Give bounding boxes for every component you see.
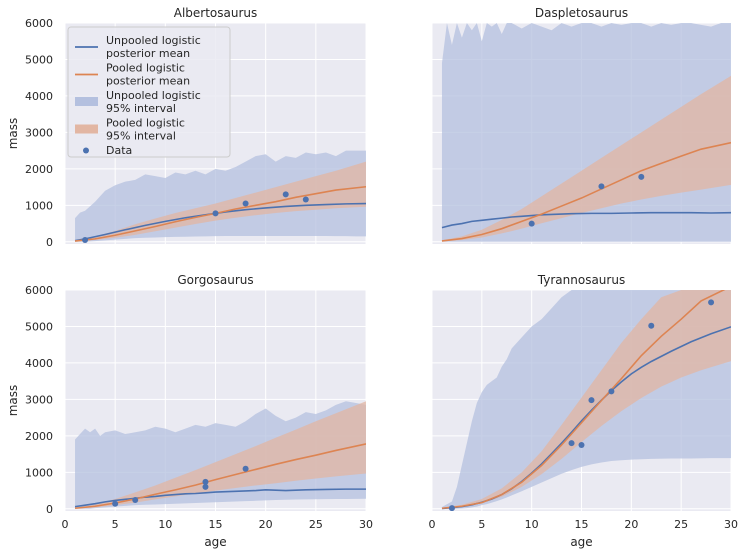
- data-point: [578, 441, 585, 448]
- data-point: [528, 220, 535, 227]
- x-tick-label: 10: [158, 518, 172, 531]
- y-tick-label: 3000: [25, 126, 53, 139]
- data-point: [132, 497, 139, 504]
- legend-label: Data: [106, 144, 132, 157]
- y-tick-label: 2000: [25, 163, 53, 176]
- legend-label: Pooled logistic: [106, 62, 185, 75]
- data-point: [638, 173, 645, 180]
- y-tick-label: 5000: [25, 320, 53, 333]
- unpooled-interval-band: [75, 150, 366, 242]
- x-tick-label: 5: [478, 518, 485, 531]
- data-point: [568, 440, 575, 447]
- legend-label: Unpooled logistic: [106, 89, 201, 102]
- y-tick-label: 0: [46, 503, 53, 516]
- y-tick-label: 1000: [25, 199, 53, 212]
- x-axis-label: age: [204, 535, 226, 549]
- x-tick-label: 10: [525, 518, 539, 531]
- unpooled-interval-band: [75, 401, 366, 509]
- x-axis-label: age: [570, 535, 592, 549]
- x-tick-label: 0: [62, 518, 69, 531]
- y-tick-label: 6000: [25, 284, 53, 297]
- y-tick-label: 5000: [25, 53, 53, 66]
- legend-label: 95% interval: [106, 130, 176, 143]
- y-tick-label: 4000: [25, 90, 53, 103]
- data-point: [212, 210, 219, 217]
- legend-label: Unpooled logistic: [106, 34, 201, 47]
- x-tick-label: 30: [359, 518, 373, 531]
- plot-content: [74, 401, 366, 510]
- y-axis-label: mass: [6, 118, 20, 150]
- x-tick-label: 20: [259, 518, 273, 531]
- pooled-mean-line: [441, 290, 726, 510]
- data-point: [302, 196, 309, 203]
- panel-title: Daspletosaurus: [535, 6, 628, 20]
- panel-title: Tyrannosaurus: [537, 273, 625, 287]
- legend-band-swatch: [75, 124, 98, 134]
- x-tick-label: 15: [209, 518, 223, 531]
- pooled-mean-line: [441, 141, 731, 242]
- plot-content: [441, 23, 731, 242]
- legend-label: posterior mean: [106, 75, 190, 88]
- data-point: [242, 465, 249, 472]
- panel-gorgosaurus: Gorgosaurus 0 1000 2000 3000 4000 5000 6000 0 5 10…: [6, 273, 373, 549]
- legend-label: Pooled logistic: [106, 117, 185, 130]
- panel-title: Gorgosaurus: [177, 273, 253, 287]
- unpooled-mean-line: [74, 488, 366, 508]
- legend-box: [67, 26, 231, 158]
- data-point: [708, 299, 715, 306]
- data-point: [202, 483, 209, 490]
- data-point: [242, 200, 249, 207]
- data-point: [282, 191, 289, 198]
- y-tick-label: 2000: [25, 430, 53, 443]
- data-point: [112, 500, 119, 507]
- panel-daspletosaurus: Daspletosaurus: [431, 6, 732, 244]
- data-point: [648, 322, 655, 329]
- pooled-mean-line: [74, 443, 366, 510]
- data-point: [202, 478, 209, 485]
- x-tick-label: 25: [309, 518, 323, 531]
- pooled-interval-band: [75, 161, 366, 242]
- x-tick-label: 0: [429, 518, 436, 531]
- legend-dot-swatch: [83, 147, 89, 154]
- y-tick-label: 6000: [25, 17, 53, 30]
- legend-label: posterior mean: [106, 47, 190, 60]
- y-tick-label: 0: [46, 236, 53, 249]
- y-tick-label: 4000: [25, 357, 53, 370]
- x-tick-label: 15: [575, 518, 589, 531]
- y-tick-label: 1000: [25, 466, 53, 479]
- data-point: [82, 236, 89, 243]
- data-point: [448, 505, 455, 511]
- panel-title: Albertosaurus: [174, 6, 258, 20]
- x-tick-label: 5: [112, 518, 119, 531]
- x-tick-label: 30: [724, 518, 738, 531]
- panel-albertosaurus: Albertosaurus 0 1000 2000 3000 4000 5000 6000 ma…: [6, 6, 367, 249]
- panel-tyrannosaurus: Tyrannosaurus 0 5 10 15 20 25 30 age: [429, 273, 739, 549]
- x-tick-label: 25: [674, 518, 688, 531]
- plot-content: [74, 150, 366, 243]
- data-point: [598, 183, 605, 190]
- y-tick-label: 3000: [25, 393, 53, 406]
- plot-content: [441, 290, 731, 511]
- data-point: [608, 388, 615, 395]
- legend-label: 95% interval: [106, 102, 176, 115]
- data-point: [588, 397, 595, 404]
- pooled-interval-band: [75, 401, 366, 509]
- y-axis-label: mass: [6, 385, 20, 417]
- x-tick-label: 20: [624, 518, 638, 531]
- legend-band-swatch: [75, 97, 98, 106]
- pooled-interval-band: [441, 290, 731, 509]
